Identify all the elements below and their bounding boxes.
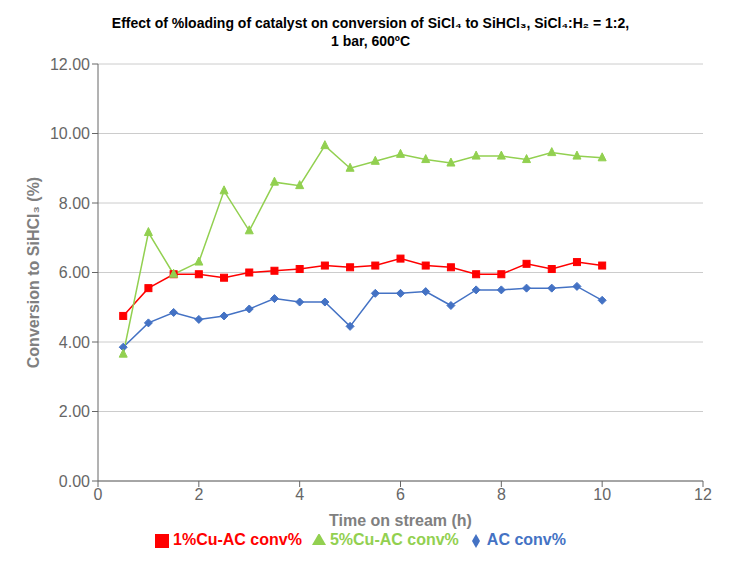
svg-text:0: 0	[94, 486, 103, 503]
svg-text:Time on stream (h): Time on stream (h)	[329, 512, 472, 529]
svg-text:8: 8	[497, 486, 506, 503]
html-text:1%Cu-AC conv%: 1%Cu-AC conv%	[173, 531, 302, 548]
svg-text:8.00: 8.00	[59, 195, 90, 212]
svg-text:2: 2	[194, 486, 203, 503]
svg-text:12.00: 12.00	[50, 56, 90, 73]
svg-text:10: 10	[593, 486, 611, 503]
svg-text:12: 12	[694, 486, 712, 503]
svg-text:4: 4	[295, 486, 304, 503]
svg-text:6.00: 6.00	[59, 264, 90, 281]
svg-text:6: 6	[396, 486, 405, 503]
svg-text:4.00: 4.00	[59, 334, 90, 351]
svg-text:2.00: 2.00	[59, 403, 90, 420]
html-text:1 bar, 600ºC: 1 bar, 600ºC	[331, 33, 410, 49]
html-text:AC conv%: AC conv%	[486, 531, 566, 548]
html-text:Effect of %loading of catalyst: Effect of %loading of catalyst on conver…	[111, 15, 630, 31]
html-text:5%Cu-AC conv%: 5%Cu-AC conv%	[329, 531, 459, 548]
svg-text:0.00: 0.00	[59, 473, 90, 490]
svg-text:Conversion to SiHCl₃ (%): Conversion to SiHCl₃ (%)	[25, 177, 42, 368]
svg-text:10.00: 10.00	[50, 125, 90, 142]
